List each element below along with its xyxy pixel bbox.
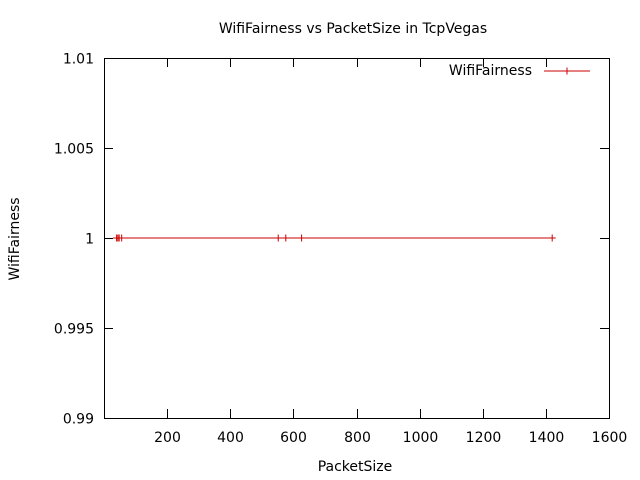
data-point <box>282 234 290 242</box>
y-tick-label: 1 <box>85 232 94 248</box>
x-tick-label: 1000 <box>403 430 439 446</box>
chart-title: WifiFairness vs PacketSize in TcpVegas <box>219 21 487 37</box>
x-tick-label: 1400 <box>529 430 565 446</box>
y-axis-label: WifiFairness <box>7 197 23 280</box>
data-point <box>548 234 556 242</box>
x-tick-label: 400 <box>217 430 244 446</box>
x-tick-label: 1200 <box>466 430 502 446</box>
legend: WifiFairness <box>449 63 590 79</box>
data-point <box>118 234 126 242</box>
y-tick-label: 1.01 <box>63 52 94 68</box>
x-tick-label: 1600 <box>592 430 628 446</box>
y-tick-label: 0.995 <box>54 322 94 338</box>
series-layer <box>113 234 556 242</box>
legend-label: WifiFairness <box>449 63 532 79</box>
x-tick-label: 600 <box>280 430 307 446</box>
data-point <box>298 234 306 242</box>
data-point <box>274 234 282 242</box>
x-tick-label: 200 <box>154 430 181 446</box>
y-tick-label: 1.005 <box>54 142 94 158</box>
y-axis: 0.99 0.995 1 1.005 1.01 <box>54 52 609 428</box>
x-axis: 200 400 600 800 1000 1200 1400 1600 <box>154 58 627 446</box>
x-tick-label: 800 <box>344 430 371 446</box>
x-axis-label: PacketSize <box>318 459 393 475</box>
y-tick-label: 0.99 <box>63 412 94 428</box>
legend-marker <box>563 67 571 75</box>
